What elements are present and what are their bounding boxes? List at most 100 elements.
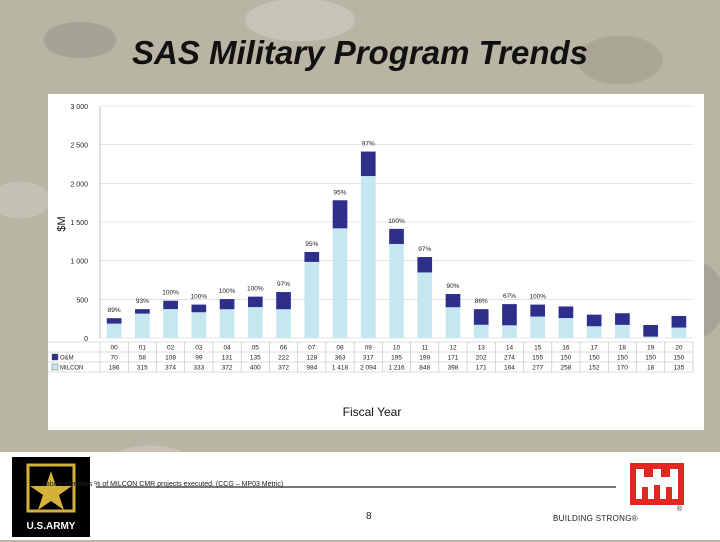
- bar-om-17: [586, 314, 602, 327]
- bar-annotation-10: 100%: [388, 218, 405, 225]
- x-tick-label: 18: [619, 345, 627, 352]
- bar-om-05: [247, 296, 263, 308]
- legend-label: MILCON: [60, 366, 83, 372]
- bar-milcon-14: [502, 325, 517, 338]
- bar-milcon-15: [530, 316, 546, 338]
- bar-annotation-00: 89%: [108, 307, 121, 314]
- table-cell: 70: [111, 355, 119, 362]
- y-axis: 0 500 1 000 1 500 2 000 2 500 3 000: [70, 104, 101, 343]
- table-cell: 258: [560, 365, 571, 372]
- table-cell: 171: [448, 355, 459, 362]
- bar-om-06: [276, 292, 291, 310]
- table-cell: 400: [250, 365, 261, 372]
- building-strong-tagline: BUILDING STRONG®: [553, 514, 638, 523]
- x-tick-label: 11: [421, 345, 428, 352]
- x-axis-label: Fiscal Year: [343, 405, 402, 419]
- bar-annotation-05: 100%: [247, 286, 264, 293]
- footnote: Labels identifies % of MILCON CMR projec…: [42, 481, 284, 488]
- bar-om-19: [643, 325, 658, 337]
- x-tick-label: 19: [647, 345, 655, 352]
- bar-milcon-11: [417, 272, 433, 338]
- bar-milcon-12: [445, 307, 461, 338]
- legend-swatch-MILCON: [51, 363, 59, 371]
- data-table: 00 01 02 03 04 05 06 07 08 09 10 11 12 13 14 15 16 17 18 19…: [48, 341, 694, 373]
- table-cell: 374: [165, 365, 176, 372]
- bar-om-12: [445, 293, 461, 308]
- table-cell: 108: [165, 355, 176, 362]
- table-cell: 150: [617, 355, 628, 362]
- x-tick-label: 15: [534, 345, 542, 352]
- y-axis-label: $M: [56, 216, 68, 231]
- table-cell: 99: [195, 355, 203, 362]
- table-cell: 195: [391, 355, 402, 362]
- table-cell: 128: [306, 355, 317, 362]
- bar-milcon-08: [332, 228, 348, 338]
- y-tick-label: 0: [84, 336, 88, 343]
- table-cell: 150: [589, 355, 600, 362]
- table-cell: 164: [504, 365, 515, 372]
- x-tick-label: 02: [167, 345, 175, 352]
- y-tick-label: 3 000: [70, 104, 88, 111]
- table-cell: 150: [673, 355, 684, 362]
- x-tick-label: 13: [478, 345, 486, 352]
- bar-milcon-03: [191, 312, 207, 338]
- x-tick-label: 06: [280, 345, 288, 352]
- table-cell: 171: [476, 365, 487, 372]
- bar-milcon-16: [558, 318, 574, 338]
- bar-om-00: [106, 318, 122, 324]
- bars: [106, 151, 687, 338]
- footer: [0, 452, 720, 540]
- bar-milcon-06: [276, 309, 291, 338]
- bar-om-11: [417, 257, 433, 273]
- bar-annotation-13: 86%: [475, 298, 488, 305]
- table-cell: 135: [673, 365, 684, 372]
- bar-om-03: [191, 304, 207, 313]
- y-tick-label: 2 500: [70, 143, 88, 150]
- bar-milcon-07: [304, 261, 320, 338]
- bar-om-10: [389, 228, 404, 244]
- bar-om-20: [671, 315, 687, 328]
- bar-milcon-19: [643, 336, 658, 338]
- table-cell: 398: [448, 365, 459, 372]
- bar-annotation-12: 90%: [446, 283, 459, 290]
- bar-annotation-09: 97%: [362, 141, 375, 148]
- bar-om-18: [615, 313, 630, 325]
- table-cell: 317: [363, 355, 374, 362]
- bar-om-01: [135, 309, 150, 314]
- legend-label: O&M: [60, 356, 74, 362]
- bar-om-07: [304, 252, 320, 262]
- x-tick-label: 08: [336, 345, 344, 352]
- x-tick-label: 17: [591, 345, 599, 352]
- bar-annotation-06: 97%: [277, 281, 290, 288]
- bar-annotation-07: 95%: [305, 241, 318, 248]
- table-cell: 222: [278, 355, 289, 362]
- slide-title: SAS Military Program Trends: [131, 34, 589, 71]
- table-cell: 131: [222, 355, 233, 362]
- table-cell: 984: [306, 365, 317, 372]
- bar-annotation-08: 95%: [334, 189, 347, 196]
- usace-castle-logo: ®: [630, 463, 684, 513]
- bar-annotation-15: 100%: [529, 294, 546, 301]
- bar-annotation-01: 93%: [136, 298, 149, 305]
- x-tick-label: 09: [365, 345, 373, 352]
- table-cell: 1 418: [332, 365, 349, 372]
- table-cell: 170: [617, 365, 628, 372]
- bar-annotation-03: 100%: [191, 294, 208, 301]
- table-cell: 155: [532, 355, 543, 362]
- bar-annotation-11: 97%: [418, 246, 431, 253]
- bar-annotation-14: 67%: [503, 293, 516, 300]
- table-cell: 1 216: [388, 365, 405, 372]
- table-cell: 135: [250, 355, 261, 362]
- table-cell: 333: [193, 365, 204, 372]
- bar-milcon-17: [586, 326, 602, 338]
- bar-annotation-04: 100%: [219, 288, 236, 295]
- bar-om-08: [332, 200, 348, 229]
- x-tick-label: 10: [393, 345, 401, 352]
- bar-milcon-00: [106, 323, 122, 338]
- bar-milcon-05: [247, 307, 263, 338]
- bar-om-13: [473, 309, 489, 325]
- bar-milcon-04: [219, 309, 235, 338]
- bar-om-04: [219, 299, 235, 310]
- bar-milcon-18: [615, 324, 630, 338]
